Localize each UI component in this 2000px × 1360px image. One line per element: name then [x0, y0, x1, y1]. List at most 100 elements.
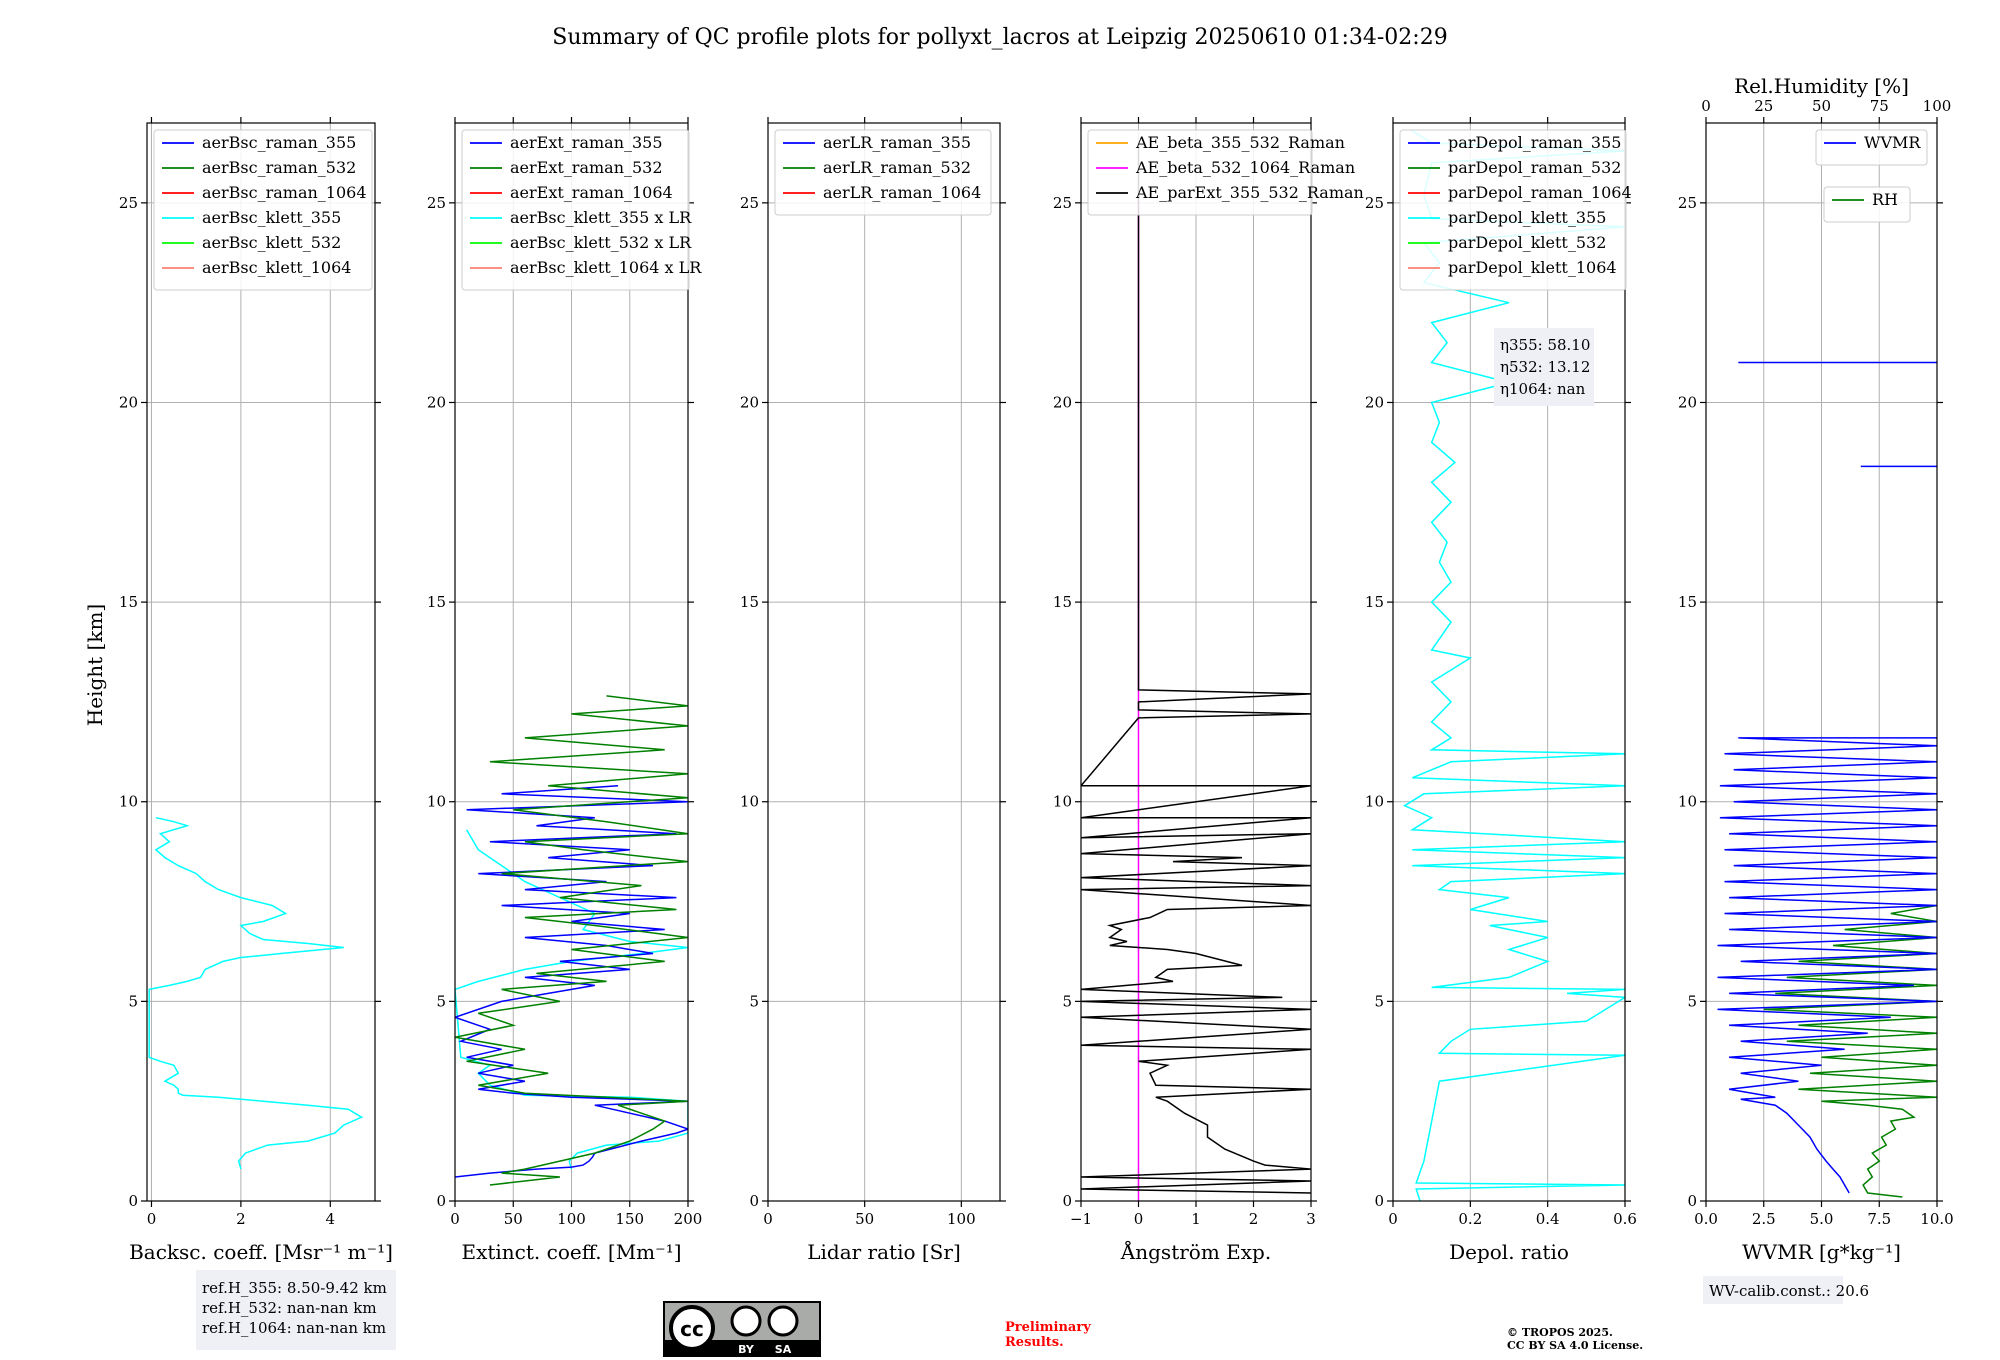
- copyright-line1: © TROPOS 2025.: [1507, 1326, 1613, 1339]
- by-person-icon: [730, 1305, 762, 1337]
- legend-entry: aerLR_raman_355: [823, 133, 971, 152]
- ytick-label: 15: [1053, 593, 1072, 611]
- legend-lr: aerLR_raman_355 aerLR_raman_532 aerLR_rama…: [774, 129, 992, 216]
- xtick-label: 2: [236, 1210, 246, 1228]
- ytick-label: 0: [128, 1192, 138, 1210]
- ytick-label: 25: [1365, 194, 1384, 212]
- legend-depol: parDepol_raman_355 parDepol_raman_532 parD…: [1399, 129, 1632, 291]
- xtick-label: 3: [1306, 1210, 1316, 1228]
- axes-frame-bsc: [146, 122, 376, 1202]
- axes-frame-lr: [767, 122, 1001, 1202]
- xaxis-label-wv: WVMR [g*kg⁻¹]: [1742, 1240, 1901, 1264]
- xtick-label: 0.2: [1458, 1210, 1482, 1228]
- legend-entry: aerBsc_klett_532 x LR: [510, 233, 692, 252]
- series-ext: [455, 695, 688, 1186]
- cc-license-badge: cc BY SA: [663, 1301, 821, 1357]
- series-line-aerExt_raman_355: [455, 785, 688, 1178]
- xtick-label: 0.0: [1694, 1210, 1718, 1228]
- ytick-label: 10: [1678, 793, 1697, 811]
- series-line-parDepol_klett_355: [1402, 130, 1625, 1201]
- ytick-label: 5: [749, 992, 759, 1010]
- ytick-label: 20: [1365, 393, 1384, 411]
- preliminary-line1: Preliminary: [1005, 1320, 1091, 1335]
- eta-box: η355: 58.10 η532: 13.12 η1064: nan: [1494, 328, 1594, 406]
- refh-1064: ref.H_1064: nan-nan km: [202, 1319, 386, 1337]
- ytick-label: 10: [740, 793, 759, 811]
- axes-frame-depol: [1392, 122, 1626, 1202]
- legend-entry: aerLR_raman_1064: [823, 183, 981, 202]
- series-line-RH: [1763, 904, 1937, 1198]
- eta-1064: η1064: nan: [1500, 380, 1586, 398]
- legend-wv: WVMR: [1815, 129, 1928, 166]
- xtick-label: −1: [1070, 1210, 1092, 1228]
- ytick-label: 5: [128, 992, 138, 1010]
- by-label: BY: [738, 1343, 755, 1356]
- legend-entry: parDepol_klett_1064: [1448, 258, 1617, 277]
- xtick-label: 150: [615, 1210, 644, 1228]
- legend-entry: aerBsc_raman_355: [202, 133, 356, 152]
- xaxis-label-lr: Lidar ratio [Sr]: [807, 1240, 961, 1264]
- legend-entry: aerBsc_klett_1064: [202, 258, 351, 277]
- top-xtick-label: 75: [1870, 97, 1889, 115]
- xtick-label: 200: [674, 1210, 703, 1228]
- xaxis-label-ext: Extinct. coeff. [Mm⁻¹]: [461, 1240, 681, 1264]
- legend-entry: parDepol_raman_1064: [1448, 183, 1632, 202]
- ytick-label: 20: [427, 393, 446, 411]
- series-wv: [1717, 361, 1937, 1198]
- panel-depol: 0 5 10 15 20 25 0 0.2 0.4 0.6 Depol. ratio parDepol…: [1365, 117, 1637, 1264]
- xaxis-label-depol: Depol. ratio: [1449, 1240, 1569, 1264]
- legend-entry: aerExt_raman_532: [510, 158, 663, 177]
- legend2-wv: RH: [1823, 186, 1911, 223]
- ytick-label: 20: [1053, 393, 1072, 411]
- panel-bsc: 0 5 10 15 20 25 0 2 4 Backsc. coeff. [Msr⁻¹ m⁻¹] a…: [119, 117, 393, 1264]
- ytick-label: 0: [1374, 1192, 1384, 1210]
- ytick-label: 15: [1365, 593, 1384, 611]
- ytick-label: 15: [119, 593, 138, 611]
- series-depol: [1402, 130, 1625, 1201]
- figure-title: Summary of QC profile plots for pollyxt_…: [552, 25, 1447, 50]
- legend-ae: AE_beta_355_532_Raman AE_beta_532_1064_Ra…: [1087, 129, 1364, 216]
- ytick-label: 20: [1678, 393, 1697, 411]
- ytick-label: 5: [1374, 992, 1384, 1010]
- xtick-label: 10.0: [1920, 1210, 1953, 1228]
- xtick-label: 0: [763, 1210, 773, 1228]
- xtick-label: 0: [147, 1210, 157, 1228]
- series-line-WVMR: [1717, 737, 1937, 1194]
- ytick-label: 10: [119, 793, 138, 811]
- xtick-label: 0: [1388, 1210, 1398, 1228]
- series-line-aerBsc_klett_355: [148, 816, 364, 1170]
- ytick-label: 20: [119, 393, 138, 411]
- cc-logo-icon: [669, 1305, 715, 1351]
- legend-entry: AE_beta_532_1064_Raman: [1135, 158, 1355, 177]
- series-line-aerExt_raman_532: [455, 695, 688, 1186]
- top-xtick-label: 25: [1754, 97, 1773, 115]
- ytick-label: 25: [427, 194, 446, 212]
- wv-calib-box: WV-calib.const.: 20.6: [1703, 1276, 1869, 1304]
- legend-entry: parDepol_raman_532: [1448, 158, 1621, 177]
- copyright-line2: CC BY SA 4.0 License.: [1507, 1339, 1643, 1352]
- xtick-label: 100: [947, 1210, 976, 1228]
- xaxis-label-bsc: Backsc. coeff. [Msr⁻¹ m⁻¹]: [129, 1240, 393, 1264]
- xtick-label: 50: [504, 1210, 523, 1228]
- ytick-label: 0: [436, 1192, 446, 1210]
- xtick-label: 0.6: [1613, 1210, 1637, 1228]
- xtick-label: 4: [326, 1210, 336, 1228]
- legend-entry: aerLR_raman_532: [823, 158, 971, 177]
- sa-share-icon: [767, 1305, 799, 1337]
- series-line-AE_parExt_355_532_Raman: [1081, 143, 1311, 1194]
- xtick-label: 2: [1249, 1210, 1259, 1228]
- series-ae: [1081, 143, 1311, 1201]
- y-axis-label: Height [km]: [83, 604, 107, 726]
- refh-355: ref.H_355: 8.50-9.42 km: [202, 1279, 387, 1297]
- legend-entry: AE_parExt_355_532_Raman: [1135, 183, 1364, 202]
- xtick-label: 1: [1191, 1210, 1201, 1228]
- legend-entry: WVMR: [1864, 133, 1921, 152]
- ytick-label: 10: [427, 793, 446, 811]
- series-bsc: [148, 816, 364, 1170]
- ytick-label: 5: [436, 992, 446, 1010]
- ytick-label: 15: [740, 593, 759, 611]
- preliminary-line2: Results.: [1005, 1335, 1064, 1350]
